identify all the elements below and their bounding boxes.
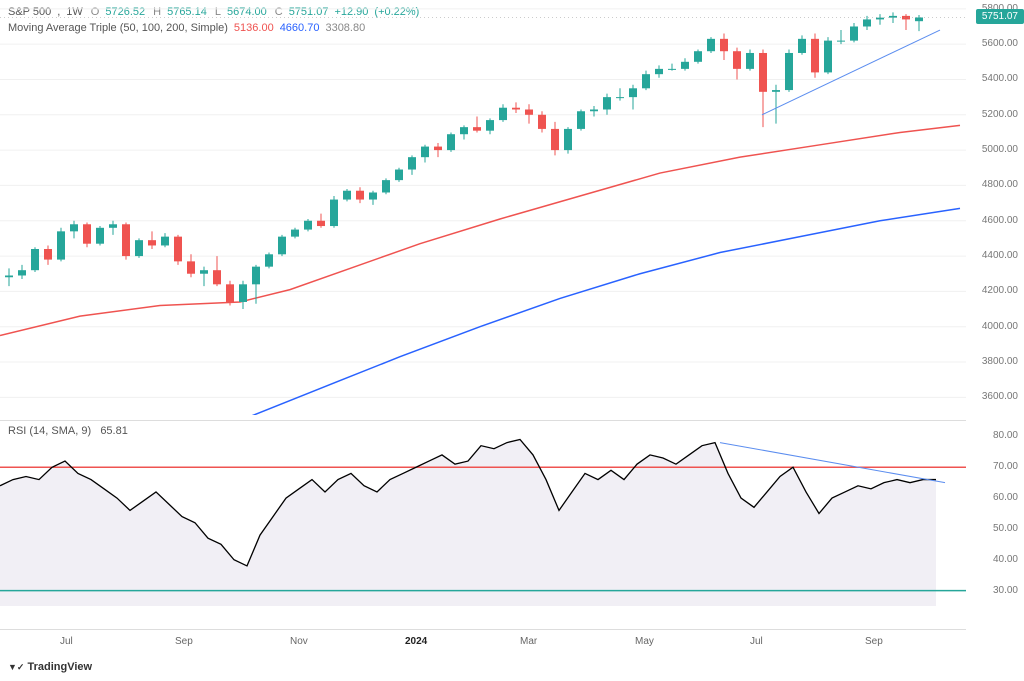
price-tick: 3600.00 — [982, 391, 1018, 402]
time-tick: 2024 — [405, 636, 427, 647]
rsi-tick: 40.00 — [993, 554, 1018, 565]
rsi-chart[interactable] — [0, 421, 966, 606]
time-tick: Jul — [60, 636, 73, 647]
price-chart[interactable] — [0, 0, 966, 415]
time-tick: Sep — [175, 636, 193, 647]
price-tick: 4400.00 — [982, 250, 1018, 261]
rsi-tick: 70.00 — [993, 461, 1018, 472]
current-price-label: 5751.07 — [976, 9, 1024, 24]
chart-container: S&P 500 , 1W O5726.52 H5765.14 L5674.00 … — [0, 0, 1024, 681]
rsi-tick: 60.00 — [993, 492, 1018, 503]
price-tick: 4000.00 — [982, 321, 1018, 332]
price-tick: 5400.00 — [982, 73, 1018, 84]
price-tick: 3800.00 — [982, 356, 1018, 367]
price-tick: 4600.00 — [982, 215, 1018, 226]
price-tick: 5000.00 — [982, 144, 1018, 155]
rsi-tick: 50.00 — [993, 523, 1018, 534]
price-tick: 4800.00 — [982, 179, 1018, 190]
tradingview-watermark: ▼✓ TradingView — [8, 661, 92, 673]
time-tick: Sep — [865, 636, 883, 647]
time-tick: May — [635, 636, 654, 647]
time-tick: Nov — [290, 636, 308, 647]
rsi-panel[interactable]: RSI (14, SMA, 9) 65.81 30.0040.0050.0060… — [0, 420, 966, 605]
time-tick: Jul — [750, 636, 763, 647]
price-tick: 4200.00 — [982, 285, 1018, 296]
time-tick: Mar — [520, 636, 537, 647]
rsi-tick: 80.00 — [993, 430, 1018, 441]
time-axis[interactable]: Jul Sep Nov 2024 Mar May Jul Sep — [0, 629, 966, 651]
rsi-tick: 30.00 — [993, 585, 1018, 596]
price-tick: 5200.00 — [982, 109, 1018, 120]
price-tick: 5600.00 — [982, 38, 1018, 49]
